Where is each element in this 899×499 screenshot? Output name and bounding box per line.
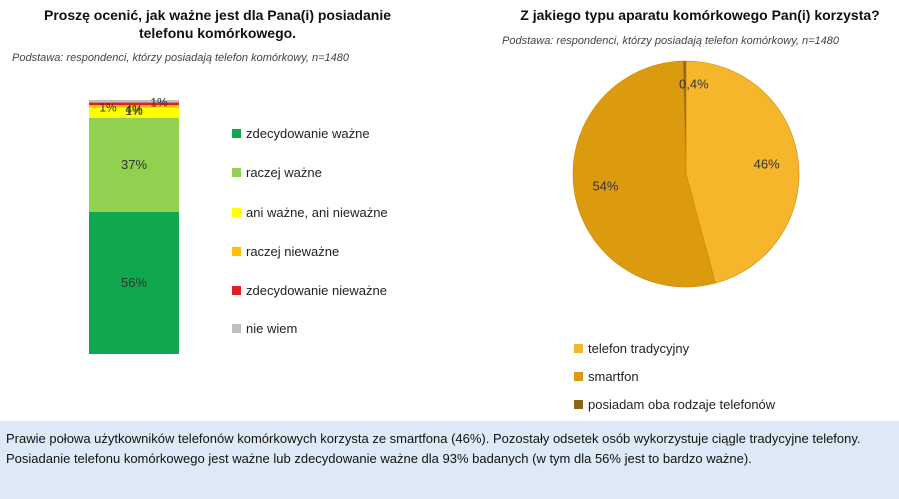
bar-label-zdecydowanie-niewazne: 1% [125, 104, 143, 118]
legend-swatch [232, 167, 241, 177]
legend-item-raczej-wazne: raczej ważne [232, 164, 322, 180]
legend-swatch [232, 246, 241, 256]
legend-label: raczej ważne [246, 164, 322, 180]
pie-label-smartfon: 54% [592, 179, 618, 194]
bar-segment-zdecydowanie-wazne [89, 211, 179, 354]
legend-label: posiadam oba rodzaje telefonów [588, 396, 776, 412]
right-chart-note: Podstawa: respondenci, którzy posiadają … [502, 35, 840, 47]
legend-item-ani-wazne-ani-niewazne: ani ważne, ani nieważne [232, 204, 388, 220]
summary-line-2: Posiadanie telefonu komórkowego jest waż… [6, 451, 752, 466]
chart-canvas: 56%37%4%1% 1%1%46%54%0,4% [89, 60, 800, 354]
bar-segment-ani-wazne-ani-niewazne [89, 107, 179, 118]
pie-slice-telefon-tradycyjny [685, 60, 800, 284]
summary-line-1: Prawie połowa użytkowników telefonów kom… [6, 431, 861, 446]
right-chart-title: Z jakiego typu aparatu komórkowego Pan(i… [520, 7, 880, 23]
legend-label: smartfon [588, 368, 639, 384]
legend-label: zdecydowanie ważne [246, 125, 370, 141]
legend-swatch [232, 207, 241, 217]
bar-segment-raczej-niewazne [89, 105, 179, 108]
bar-label-nie-wiem: 1% [150, 95, 168, 109]
legend-item-telefon-tradycyjny: telefon tradycyjny [574, 340, 689, 356]
bar-segment-raczej-wazne [89, 117, 179, 212]
left-chart-title: Proszę ocenić, jak ważne jest dla Pana(i… [43, 7, 391, 41]
legend-label: ani ważne, ani nieważne [246, 204, 388, 220]
pie-slice-posiadam-oba-rodzaje-telefonow [682, 60, 687, 175]
legend-label: telefon tradycyjny [588, 340, 690, 356]
legend-item-smartfon: smartfon [574, 368, 639, 384]
legend-swatch [574, 399, 583, 409]
legend-item-raczej-niewazne: raczej nieważne [232, 243, 339, 259]
legend-item-posiadam-oba-rodzaje-telefonow: posiadam oba rodzaje telefonów [574, 396, 775, 412]
legend-swatch [574, 343, 583, 353]
pie-label-telefon-tradycyjny: 46% [754, 156, 780, 171]
bar-segment-nie-wiem [89, 100, 179, 103]
pie-slice-smartfon [572, 60, 716, 288]
bar-label-raczej-wazne: 37% [121, 157, 147, 172]
legend-swatch [232, 128, 241, 138]
legend-swatch [232, 285, 241, 295]
legend-swatch [232, 323, 241, 333]
bar-label-zdecydowanie-wazne: 56% [121, 275, 147, 290]
legend-label: zdecydowanie nieważne [246, 282, 387, 298]
bar-label-raczej-niewazne: 1% [99, 100, 117, 114]
left-chart-note: Podstawa: respondenci, którzy posiadają … [12, 52, 350, 64]
legend-label: raczej nieważne [246, 243, 340, 259]
legend-item-zdecydowanie-wazne: zdecydowanie ważne [232, 125, 370, 141]
summary-box: Prawie połowa użytkowników telefonów kom… [0, 421, 899, 499]
legend-item-nie-wiem: nie wiem [232, 320, 297, 336]
bar-label-ani-wazne-ani-niewazne: 4% [125, 103, 143, 117]
pie-label-posiadam-oba-rodzaje-telefonow: 0,4% [679, 77, 709, 92]
bar-segment-zdecydowanie-niewazne [89, 102, 179, 106]
legend-label: nie wiem [246, 320, 298, 336]
legend-item-zdecydowanie-niewazne: zdecydowanie nieważne [232, 282, 387, 298]
legend-swatch [574, 371, 583, 381]
